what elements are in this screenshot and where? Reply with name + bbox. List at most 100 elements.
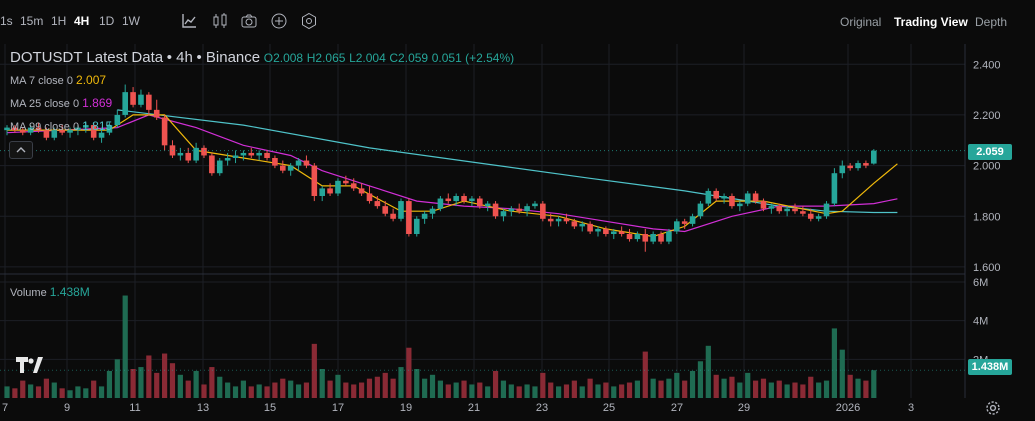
- volume-bar: [209, 367, 215, 398]
- volume-bar: [603, 382, 609, 398]
- candle-body: [752, 193, 759, 202]
- candle-body: [12, 127, 18, 131]
- candle-body: [650, 234, 656, 242]
- interval-1h[interactable]: 1H: [51, 14, 67, 28]
- candle-body: [610, 231, 617, 234]
- volume-bar: [43, 378, 49, 398]
- interval-1s[interactable]: 1s: [0, 14, 13, 28]
- candle-body: [248, 152, 255, 156]
- candle-body: [532, 203, 538, 207]
- volume-bar: [689, 370, 696, 398]
- volume-bar: [114, 359, 120, 398]
- change-value: 0.051 (+2.54%): [431, 51, 515, 65]
- candle-body: [713, 190, 719, 199]
- volume-bar: [177, 374, 183, 398]
- candle-body: [563, 218, 570, 222]
- candle-body: [43, 130, 50, 138]
- candle-body: [469, 198, 475, 202]
- volume-bar: [429, 374, 436, 398]
- candle-body: [413, 218, 420, 234]
- candle-body: [398, 201, 404, 219]
- interval-1w[interactable]: 1W: [122, 14, 140, 28]
- candle-body: [784, 208, 790, 212]
- low-value: L2.004: [349, 51, 386, 65]
- volume-bar: [398, 367, 404, 398]
- volume-bar: [666, 378, 672, 398]
- candle-body: [847, 165, 853, 169]
- volume-bar: [295, 384, 302, 398]
- candle-body: [19, 130, 26, 133]
- volume-legend: Volume 1.438M: [10, 285, 90, 299]
- volume-bar: [20, 380, 26, 398]
- volume-bar: [453, 382, 459, 398]
- volume-bar: [548, 382, 554, 398]
- volume-bar: [343, 382, 349, 398]
- volume-bar: [540, 372, 546, 398]
- ma7-legend[interactable]: MA 7 close 0 2.007: [10, 73, 106, 87]
- add-circle-icon[interactable]: [270, 12, 288, 30]
- volume-bar: [461, 380, 467, 398]
- candle-body: [705, 190, 712, 204]
- settings-hex-icon[interactable]: [300, 12, 318, 30]
- volume-bar: [422, 378, 428, 398]
- volume-bar: [4, 386, 10, 398]
- interval-4h[interactable]: 4H: [74, 14, 90, 28]
- time-tick-label: 9: [64, 402, 70, 414]
- candle-body: [161, 117, 168, 146]
- volume-bar: [335, 374, 341, 398]
- camera-icon[interactable]: [240, 12, 258, 30]
- candle-body: [256, 152, 262, 156]
- interval-1d[interactable]: 1D: [99, 14, 115, 28]
- candle-body: [807, 213, 814, 219]
- volume-bar: [485, 386, 491, 398]
- candle-body: [587, 223, 593, 232]
- interval-15m[interactable]: 15m: [20, 14, 44, 28]
- candle-body: [343, 180, 349, 184]
- volume-bar: [634, 380, 640, 398]
- tab-depth[interactable]: Depth: [975, 15, 1008, 29]
- volume-bar: [745, 372, 751, 398]
- volume-bar: [768, 382, 774, 398]
- volume-bar: [98, 386, 105, 398]
- candle-body: [815, 216, 822, 219]
- volume-bar: [705, 345, 711, 398]
- tab-original[interactable]: Original: [840, 15, 882, 29]
- candle-body: [839, 165, 846, 174]
- volume-bar: [839, 349, 845, 398]
- time-tick-label: 19: [400, 402, 412, 414]
- volume-bar: [232, 386, 239, 398]
- ma99-legend[interactable]: MA 99 close 0 1.815: [10, 119, 112, 133]
- chart-toolbar: 1s 15m 1H 4H 1D 1W Original Trading View…: [0, 0, 1035, 44]
- candle-body: [737, 203, 743, 207]
- candle-body: [776, 206, 783, 212]
- volume-bar: [524, 384, 530, 398]
- chart-type-icon[interactable]: [211, 12, 229, 30]
- candle-body: [792, 208, 798, 212]
- volume-bar: [264, 386, 270, 398]
- candle-body: [280, 165, 286, 171]
- candle-body: [83, 125, 89, 128]
- ma25-value: 1.869: [82, 96, 113, 110]
- candle-body: [59, 130, 65, 133]
- volume-bar: [193, 370, 199, 398]
- volume-bar: [650, 378, 656, 398]
- ma25-legend[interactable]: MA 25 close 0 1.869: [10, 96, 112, 110]
- collapse-legend-button[interactable]: [9, 141, 33, 159]
- candle-body: [642, 234, 649, 242]
- candle-body: [366, 193, 373, 202]
- time-tick-label: 29: [738, 402, 750, 414]
- candle-body: [153, 109, 160, 118]
- candle-body: [350, 183, 357, 189]
- candle-body: [311, 165, 318, 196]
- candle-body: [421, 213, 428, 219]
- candle-body: [681, 221, 688, 224]
- volume-bar: [138, 367, 144, 398]
- indicator-chart-icon[interactable]: [180, 12, 198, 30]
- volume-bar: [248, 386, 254, 398]
- volume-bar: [67, 390, 73, 398]
- tab-trading-view[interactable]: Trading View: [894, 15, 968, 29]
- candle-body: [729, 196, 735, 207]
- candle-body: [295, 160, 302, 166]
- chart-settings-gear-icon[interactable]: [985, 400, 1001, 416]
